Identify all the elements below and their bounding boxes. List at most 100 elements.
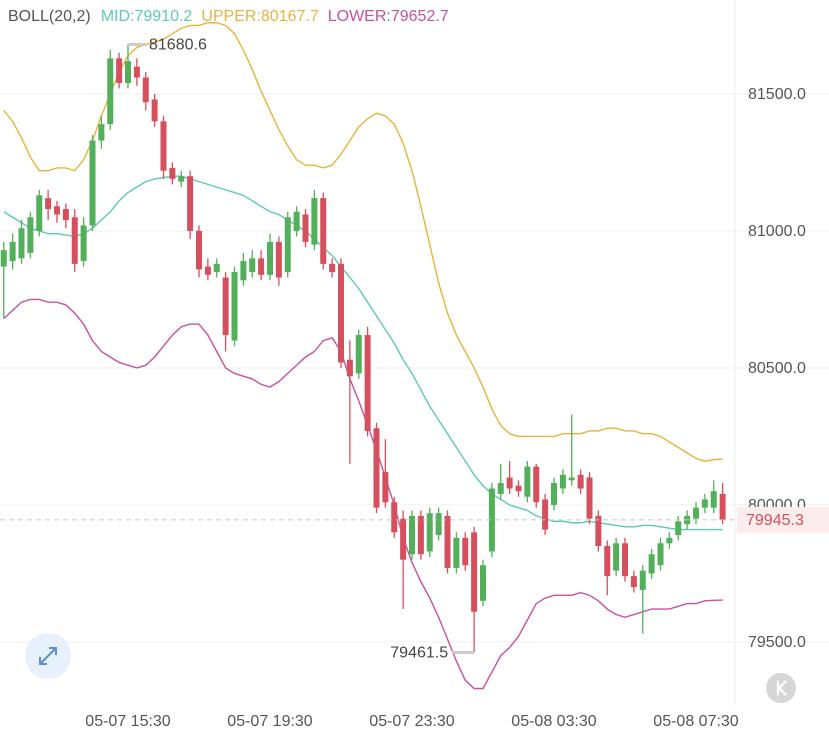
- candle-body: [142, 77, 149, 103]
- candle-body: [284, 217, 291, 273]
- candle-body: [488, 488, 495, 552]
- candle-body: [249, 258, 256, 273]
- candle-body: [275, 241, 282, 278]
- candle-body: [524, 466, 531, 497]
- candle-body: [480, 565, 486, 601]
- candle-body: [604, 546, 611, 577]
- candle-body: [417, 515, 424, 555]
- candle-body: [240, 261, 247, 281]
- band-line: [3, 175, 723, 531]
- candle-body: [551, 483, 557, 505]
- last-price-box: [737, 506, 829, 533]
- candle-body: [444, 515, 451, 568]
- candle-body: [9, 241, 16, 262]
- candle-body: [639, 570, 646, 590]
- candle-body: [302, 214, 309, 242]
- candle-body: [719, 493, 726, 520]
- candle-body: [613, 543, 620, 571]
- candle-body: [45, 198, 52, 210]
- candle-body: [80, 225, 87, 262]
- max-marker-label: 81680.6: [149, 37, 207, 54]
- candle-body: [89, 140, 96, 226]
- candle-body: [107, 58, 114, 125]
- x-tick-label: 05-08 07:30: [653, 713, 739, 730]
- band-line: [3, 298, 723, 690]
- candle-body: [231, 272, 238, 341]
- candle-body: [0, 250, 7, 267]
- expand-icon: [39, 647, 57, 665]
- legend-entry: MID:79910.2: [101, 8, 193, 25]
- candle-body: [515, 485, 522, 492]
- reset-icon: [776, 680, 787, 696]
- x-tick-label: 05-07 23:30: [369, 713, 455, 730]
- candle-body: [400, 518, 407, 560]
- candle-body: [54, 206, 60, 215]
- candle-body: [595, 515, 602, 547]
- candle-body: [187, 176, 194, 231]
- candle-body: [320, 198, 327, 264]
- candle-body: [675, 521, 682, 536]
- candle-body: [559, 474, 566, 489]
- candle-body: [329, 263, 336, 273]
- candle-body: [710, 491, 717, 508]
- candle-body: [258, 258, 265, 275]
- candle-body: [18, 228, 25, 259]
- candle-body: [391, 502, 398, 533]
- candle-body: [462, 537, 469, 566]
- candle-body: [169, 167, 176, 179]
- candle-body: [471, 532, 478, 612]
- candle-body: [98, 124, 105, 141]
- last-price-label: 79945.3: [746, 512, 804, 529]
- candle-body: [435, 513, 442, 536]
- candle-body: [533, 466, 540, 503]
- candle-body: [178, 176, 185, 182]
- candle-body: [133, 66, 140, 78]
- candle-body: [622, 543, 628, 577]
- candle-body: [586, 477, 593, 519]
- legend-entry: UPPER:80167.7: [201, 8, 319, 25]
- candle-body: [222, 277, 229, 336]
- candle-body: [125, 61, 131, 84]
- candle-body: [346, 359, 353, 377]
- reset-button[interactable]: [766, 673, 796, 703]
- candle-body: [497, 483, 504, 494]
- candle-body: [373, 428, 380, 508]
- candle-body: [409, 515, 415, 555]
- candle-body: [382, 472, 389, 503]
- candle-body: [693, 507, 699, 519]
- band-line: [3, 22, 723, 462]
- candle-body: [364, 335, 371, 431]
- candle-body: [666, 537, 673, 544]
- candle-body: [542, 499, 549, 530]
- indicator-title: BOLL(20,2): [8, 8, 91, 25]
- candle-body: [648, 554, 655, 574]
- x-tick-label: 05-07 19:30: [227, 713, 313, 730]
- candle-body: [701, 499, 708, 508]
- candle-body: [36, 195, 43, 231]
- candle-body: [506, 477, 513, 489]
- x-tick-label: 05-08 03:30: [511, 713, 597, 730]
- legend-entry: LOWER:79652.7: [328, 8, 449, 25]
- candle-body: [355, 335, 362, 374]
- candle-body: [453, 537, 460, 568]
- candle-body: [27, 217, 34, 253]
- candle-body: [267, 241, 273, 275]
- candle-body: [293, 211, 300, 231]
- min-marker-label: 79461.5: [390, 645, 448, 662]
- candle-body: [630, 576, 637, 588]
- candle-body: [116, 58, 123, 84]
- candle-body: [196, 230, 202, 270]
- candle-body: [160, 121, 167, 171]
- candle-body: [311, 198, 318, 245]
- y-tick-label: 81000.0: [748, 223, 806, 240]
- candle-body: [71, 217, 78, 264]
- candle-body: [338, 263, 344, 363]
- reset-button-bg: [766, 673, 796, 703]
- expand-button[interactable]: [25, 633, 71, 679]
- y-tick-label: 79500.0: [748, 634, 806, 651]
- candle-body: [62, 209, 69, 220]
- candle-body: [204, 266, 211, 275]
- candle-body: [577, 474, 584, 489]
